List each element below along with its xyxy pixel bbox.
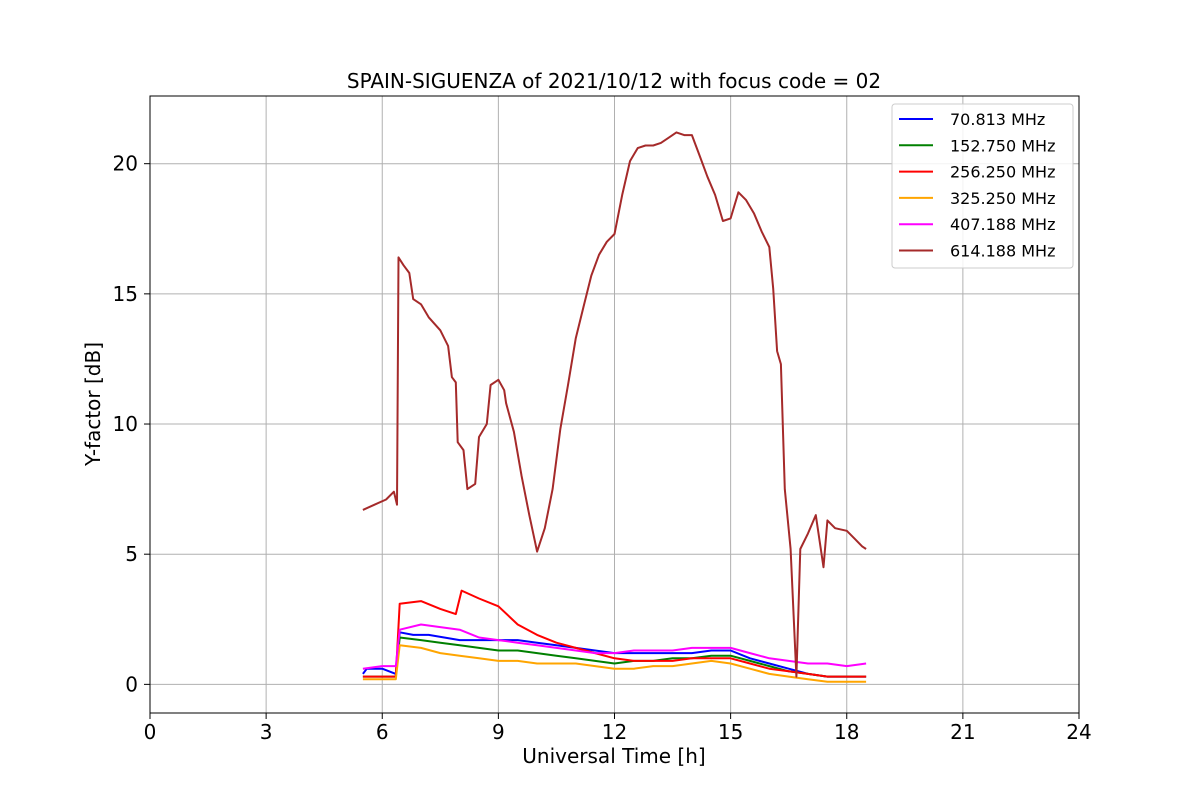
legend-label-3: 325.250 MHz [950, 189, 1055, 208]
series-lines [362, 131, 867, 683]
y-tick-label: 10 [113, 412, 138, 436]
chart-title: SPAIN-SIGUENZA of 2021/10/12 with focus … [347, 69, 881, 93]
series-line-3 [362, 644, 867, 683]
series-line-5 [362, 131, 867, 678]
legend-label-5: 614.188 MHz [950, 242, 1055, 261]
x-tick-label: 18 [834, 720, 859, 744]
axis-ticks: 0 3 6 9 12 15 18 21 24 0 5 10 15 20 [113, 152, 1092, 744]
x-axis-label: Universal Time [h] [522, 744, 705, 768]
legend-label-4: 407.188 MHz [950, 215, 1055, 234]
y-tick-label: 0 [125, 672, 138, 696]
x-tick-label: 3 [260, 720, 273, 744]
x-tick-label: 12 [602, 720, 627, 744]
y-axis-label: Y-factor [dB] [81, 342, 105, 467]
series-line-1 [362, 636, 867, 678]
y-tick-label: 5 [125, 542, 138, 566]
legend-label-1: 152.750 MHz [950, 136, 1055, 155]
y-tick-label: 20 [113, 152, 138, 176]
legend-label-0: 70.813 MHz [950, 110, 1045, 129]
x-tick-label: 24 [1066, 720, 1091, 744]
x-tick-label: 0 [144, 720, 157, 744]
x-tick-label: 21 [950, 720, 975, 744]
y-tick-label: 15 [113, 282, 138, 306]
legend: 70.813 MHz 152.750 MHz 256.250 MHz 325.250 … [891, 103, 1074, 269]
series-line-0 [362, 631, 867, 678]
x-tick-label: 6 [376, 720, 389, 744]
series-line-4 [362, 623, 867, 670]
x-tick-label: 9 [492, 720, 505, 744]
x-tick-label: 15 [718, 720, 743, 744]
legend-label-2: 256.250 MHz [950, 163, 1055, 182]
legend-box [891, 103, 1074, 269]
